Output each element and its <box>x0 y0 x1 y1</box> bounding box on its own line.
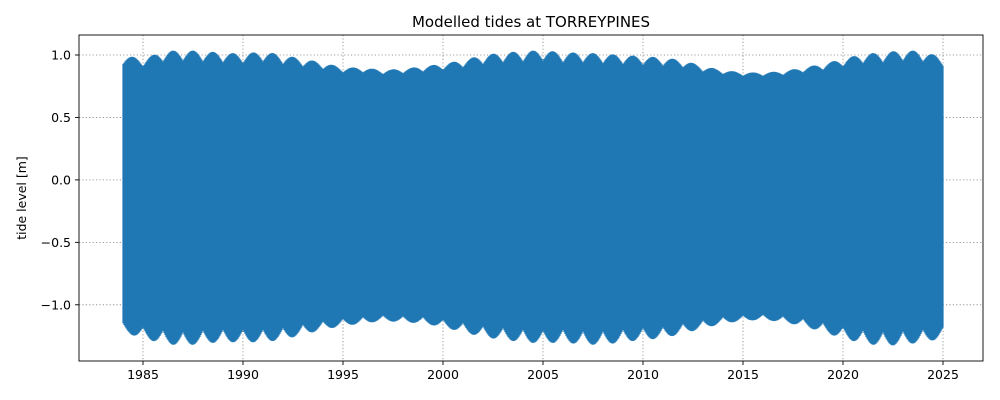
x-tick-label-2000: 2000 <box>427 367 459 382</box>
x-tick-label-2020: 2020 <box>827 367 859 382</box>
x-tick-label-1990: 1990 <box>227 367 259 382</box>
y-tick-label-1: −0.5 <box>41 235 71 250</box>
x-tick-label-1995: 1995 <box>327 367 359 382</box>
x-tick-label-2025: 2025 <box>927 367 959 382</box>
x-tick-label-2015: 2015 <box>727 367 759 382</box>
plot-area <box>122 50 944 346</box>
y-tick-label-2: 0.0 <box>51 172 71 187</box>
y-axis-label: tide level [m] <box>14 156 29 240</box>
y-tick-label-0: −1.0 <box>41 297 71 312</box>
axes: 1985 1990 1995 2000 2005 2010 2015 2020 2025 −1.0… <box>41 34 984 382</box>
y-tick-label-3: 0.5 <box>51 110 71 125</box>
x-tick-label-1985: 1985 <box>127 367 159 382</box>
x-tick-label-2005: 2005 <box>527 367 559 382</box>
tide-series-line <box>122 50 944 346</box>
y-tick-label-4: 1.0 <box>51 47 71 62</box>
chart-title: Modelled tides at TORREYPINES <box>412 13 650 31</box>
axes-frame <box>78 34 984 362</box>
x-tick-label-2010: 2010 <box>627 367 659 382</box>
